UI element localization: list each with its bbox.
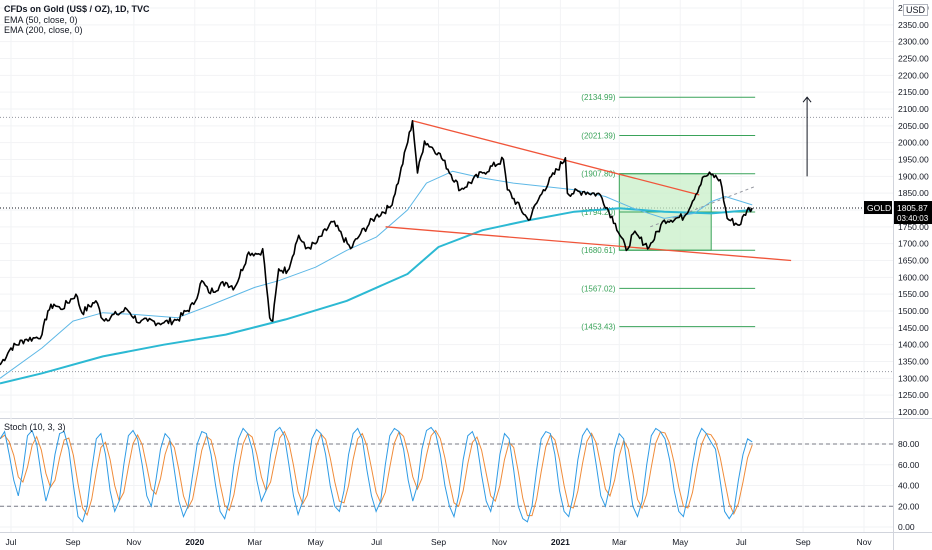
time-tick-label: 2021 — [551, 537, 570, 547]
time-tick-label: May — [672, 537, 689, 547]
stoch-tick-label: 60.00 — [898, 460, 920, 470]
fib-level-label: (1907.80) — [581, 170, 616, 179]
price-tick-label: 2150.00 — [898, 87, 929, 97]
price-tick-label: 1200.00 — [898, 407, 929, 417]
ema-50-line[interactable] — [0, 170, 753, 379]
time-tick-label: Sep — [431, 537, 446, 547]
price-tick-label: 1550.00 — [898, 289, 929, 299]
current-price-badge[interactable] — [894, 201, 932, 225]
stoch-k-line[interactable] — [0, 426, 753, 523]
price-tick-label: 1650.00 — [898, 256, 929, 266]
stoch-tick-label: 80.00 — [898, 439, 920, 449]
time-tick-label: Jul — [6, 537, 17, 547]
price-tick-label: 1300.00 — [898, 373, 929, 383]
symbol-badge[interactable] — [864, 201, 892, 215]
time-tick-label: Nov — [856, 537, 872, 547]
trendline[interactable] — [385, 226, 792, 262]
stoch-d-line[interactable] — [0, 429, 753, 517]
projection-line[interactable] — [650, 185, 756, 228]
stoch-pane[interactable] — [0, 426, 893, 523]
time-tick-label: May — [308, 537, 325, 547]
fib-level-label: (2134.99) — [581, 93, 616, 102]
stoch-axis[interactable]: 0.00 20.00 40.00 60.00 80.00 — [898, 439, 920, 532]
price-tick-label: 2000.00 — [898, 138, 929, 148]
time-tick-label: Jul — [371, 537, 382, 547]
price-tick-label: 2250.00 — [898, 54, 929, 64]
symbol-label: GOLD — [867, 203, 891, 213]
fib-level-label: (1680.61) — [581, 246, 616, 255]
fib-level-label: (1794.20) — [581, 208, 616, 217]
price-tick-label: 1400.00 — [898, 340, 929, 350]
ema-slow-legend[interactable]: EMA (200, close, 0) — [4, 25, 83, 35]
price-tick-label: 1700.00 — [898, 239, 929, 249]
price-tick-label: 1900.00 — [898, 171, 929, 181]
time-tick-label: Sep — [65, 537, 80, 547]
price-tick-label: 1750.00 — [898, 222, 929, 232]
stoch-tick-label: 40.00 — [898, 481, 920, 491]
time-tick-label: Mar — [247, 537, 262, 547]
time-tick-label: 2020 — [185, 537, 204, 547]
price-tick-label: 1850.00 — [898, 188, 929, 198]
time-tick-label: Nov — [126, 537, 142, 547]
price-tick-label: 1950.00 — [898, 155, 929, 165]
price-tick-label: 1250.00 — [898, 390, 929, 400]
currency-badge[interactable]: USD — [902, 4, 928, 16]
price-tick-label: 2200.00 — [898, 70, 929, 80]
ema-fast-legend[interactable]: EMA (50, close, 0) — [4, 15, 78, 25]
countdown-timer: 03:40:03 — [897, 214, 929, 223]
time-axis[interactable]: Jul Sep Nov 2020 Mar May Jul Sep Nov 2021 Mar May Ju… — [6, 537, 873, 547]
time-tick-label: Sep — [796, 537, 811, 547]
time-tick-label: Mar — [612, 537, 627, 547]
price-tick-label: 2350.00 — [898, 20, 929, 30]
fib-level-label: (1567.02) — [581, 284, 616, 293]
price-pane[interactable]: (2134.99) (2021.39) (1907.80) (1794.20) (168… — [0, 93, 893, 385]
time-tick-label: Jul — [736, 537, 747, 547]
fib-level-label: (1453.43) — [581, 323, 616, 332]
stoch-tick-label: 20.00 — [898, 501, 920, 511]
ema-200-line[interactable] — [0, 207, 753, 385]
price-tick-label: 1500.00 — [898, 306, 929, 316]
stoch-tick-label: 0.00 — [898, 522, 915, 532]
price-tick-label: 2300.00 — [898, 37, 929, 47]
trendline[interactable] — [412, 120, 700, 196]
price-tick-label: 1350.00 — [898, 357, 929, 367]
stoch-legend[interactable]: Stoch (10, 3, 3) — [4, 422, 66, 432]
price-tick-label: 2050.00 — [898, 121, 929, 131]
gold-price-line[interactable] — [0, 120, 753, 366]
price-tick-label: 1600.00 — [898, 272, 929, 282]
price-tick-label: 2100.00 — [898, 104, 929, 114]
fib-level-label: (2021.39) — [581, 131, 616, 140]
price-tick-label: 1450.00 — [898, 323, 929, 333]
time-tick-label: Nov — [492, 537, 508, 547]
current-price-value: 1805.87 — [897, 203, 928, 213]
arrow-head-icon — [802, 96, 812, 103]
chart-title: CFDs on Gold (US$ / OZ), 1D, TVC — [4, 4, 150, 14]
